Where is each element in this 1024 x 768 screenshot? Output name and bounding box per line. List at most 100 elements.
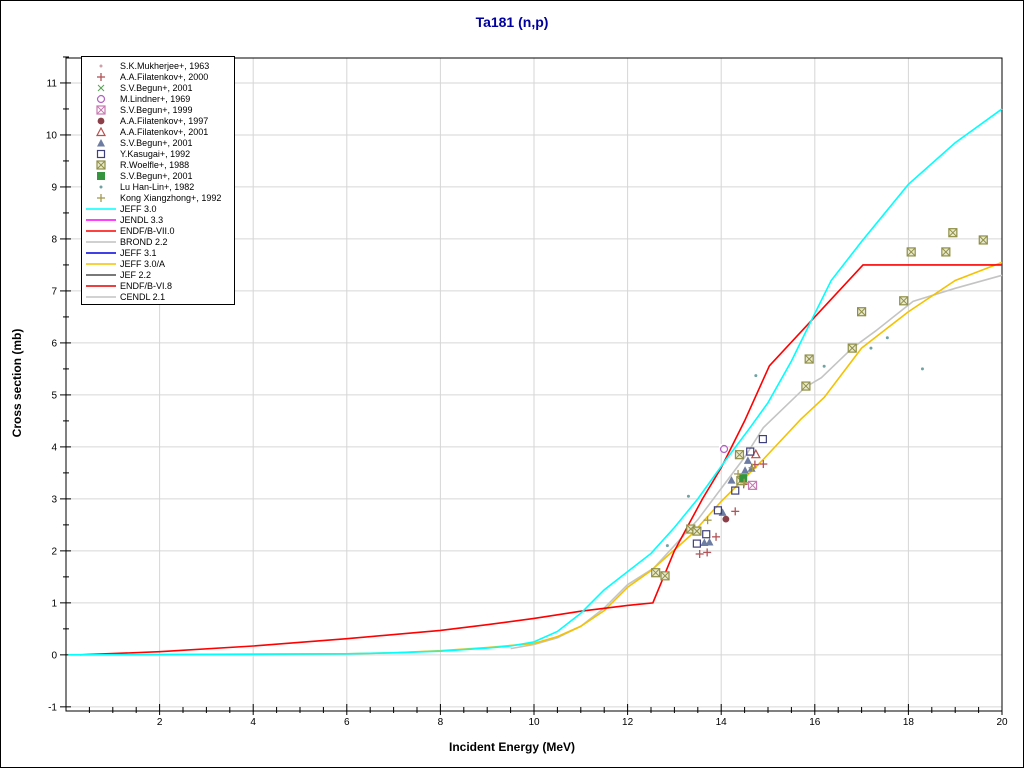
marker-triangle-open — [750, 448, 761, 459]
legend-item-label: R.Woelfle+, 1988 — [120, 159, 190, 170]
marker-dot — [665, 544, 669, 548]
marker-triangle-filled — [743, 456, 752, 464]
svg-text:0: 0 — [51, 650, 57, 661]
legend-item: S.V.Begun+, 2001 — [82, 170, 234, 181]
legend-item: A.A.Filatenkov+, 2001 — [82, 126, 234, 137]
marker-dot — [686, 494, 690, 498]
marker-dot — [920, 367, 924, 371]
legend-item-label: ENDF/B-VII.0 — [120, 225, 175, 236]
marker-square-open — [731, 486, 740, 495]
legend-item: S.V.Begun+, 1999 — [82, 104, 234, 115]
svg-text:20: 20 — [996, 717, 1008, 728]
svg-text:8: 8 — [438, 717, 444, 728]
marker-triangle-filled — [97, 138, 105, 146]
marker-square-open — [746, 447, 755, 456]
legend-item: ENDF/B-VII.0 — [82, 225, 234, 236]
marker-plus — [759, 460, 768, 469]
svg-text:2: 2 — [157, 717, 163, 728]
legend-item-label: A.A.Filatenkov+, 1997 — [120, 115, 209, 126]
legend-item-label: S.V.Begun+, 2001 — [120, 170, 193, 181]
legend-item-label: A.A.Filatenkov+, 2000 — [120, 71, 209, 82]
svg-text:2: 2 — [51, 546, 57, 557]
marker-dot — [869, 346, 873, 350]
legend-marker-icon — [82, 149, 120, 159]
legend-line-sample — [82, 215, 120, 225]
curve-cendl-2-1 — [510, 274, 1003, 650]
legend-item: M.Lindner+, 1969 — [82, 93, 234, 104]
legend-item-label: Lu Han-Lin+, 1982 — [120, 181, 195, 192]
legend-line-sample — [82, 292, 120, 302]
chart-title: Ta181 (n,p) — [475, 14, 549, 30]
curve-jeff-3-0 — [68, 108, 1003, 656]
legend-marker-icon — [82, 61, 120, 71]
legend-line-sample — [82, 270, 120, 280]
svg-text:14: 14 — [716, 717, 728, 728]
marker-blob — [722, 515, 730, 523]
marker-plus — [748, 463, 757, 472]
legend-item: A.A.Filatenkov+, 1997 — [82, 115, 234, 126]
marker-plus — [703, 548, 712, 557]
marker-crossed-square — [847, 343, 857, 353]
legend-marker-icon — [82, 182, 120, 192]
legend-item-label: Y.Kasugai+, 1992 — [120, 148, 191, 159]
svg-text:4: 4 — [51, 442, 57, 453]
marker-dot — [754, 374, 758, 378]
marker-crossed-square — [692, 526, 702, 536]
legend-marker-icon — [82, 83, 120, 93]
svg-text:11: 11 — [47, 78, 58, 89]
svg-text:12: 12 — [622, 717, 634, 728]
marker-dot — [99, 64, 103, 67]
marker-plus — [734, 469, 743, 478]
svg-text:6: 6 — [51, 338, 57, 349]
y-axis-label: Cross section (mb) — [10, 328, 24, 438]
svg-text:5: 5 — [51, 390, 57, 401]
marker-plus — [731, 507, 740, 516]
legend-line-sample — [82, 204, 120, 214]
legend-item: JEFF 3.0/A — [82, 258, 234, 269]
marker-dot — [822, 364, 826, 368]
legend-line-sample — [82, 281, 120, 291]
legend-marker-icon — [82, 104, 120, 115]
legend-item-label: S.V.Begun+, 1999 — [120, 104, 193, 115]
legend-item-label: S.V.Begun+, 2001 — [120, 137, 193, 148]
marker-square-filled — [739, 474, 748, 483]
marker-triangle-filled — [741, 466, 750, 474]
marker-square-open — [96, 149, 106, 158]
svg-text:10: 10 — [528, 717, 540, 728]
legend-item: R.Woelfle+, 1988 — [82, 159, 234, 170]
marker-crossed-square — [801, 381, 811, 391]
marker-triangle-filled — [705, 538, 714, 546]
legend-item: JEF 2.2 — [82, 269, 234, 280]
marker-notched-circle — [96, 93, 106, 103]
marker-x — [97, 84, 105, 91]
marker-crossed-square — [978, 235, 988, 245]
legend-marker-icon — [82, 193, 120, 203]
legend-item-label: JEFF 3.0 — [120, 203, 157, 214]
marker-plus — [712, 532, 721, 541]
marker-plus — [695, 549, 704, 558]
marker-plus — [97, 72, 105, 81]
marker-crossed-square — [96, 104, 106, 115]
legend-item-label: BROND 2.2 — [120, 236, 168, 247]
marker-blob — [97, 117, 105, 124]
axis-ticks — [60, 56, 1003, 715]
legend-item-label: M.Lindner+, 1969 — [120, 93, 191, 104]
x-axis-label: Incident Energy (MeV) — [448, 740, 576, 754]
marker-square-open — [758, 434, 767, 444]
marker-dot — [885, 336, 889, 340]
marker-crossed-square — [651, 568, 661, 578]
marker-crossed-square — [747, 480, 758, 490]
legend-item: S.V.Begun+, 2001 — [82, 137, 234, 148]
legend-line-sample — [82, 237, 120, 247]
marker-triangle-open — [96, 126, 106, 136]
marker-square-open — [692, 539, 701, 548]
legend-item: JEFF 3.1 — [82, 247, 234, 258]
legend-item: CENDL 2.1 — [82, 291, 234, 302]
legend-item: Kong Xiangzhong+, 1992 — [82, 192, 234, 203]
legend-item: A.A.Filatenkov+, 2000 — [82, 71, 234, 82]
marker-notched-circle — [719, 443, 729, 454]
legend-item-label: JEFF 3.0/A — [120, 258, 166, 269]
legend-item-label: JEFF 3.1 — [120, 247, 157, 258]
